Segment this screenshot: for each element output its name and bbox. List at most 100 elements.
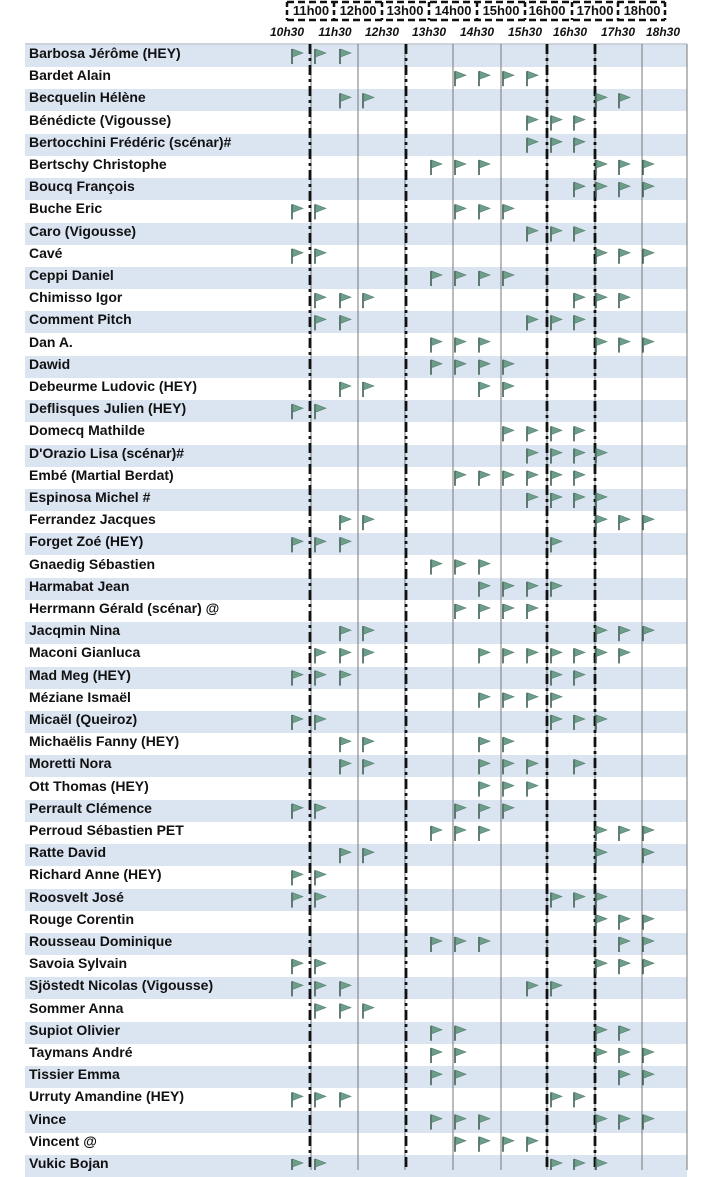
flag-icon (454, 159, 467, 175)
author-name: Roosvelt José (29, 888, 124, 905)
author-name: Dan A. (29, 333, 73, 350)
table-row (25, 489, 687, 511)
flag-icon (618, 248, 631, 264)
flag-icon (526, 137, 539, 153)
flag-icon (550, 470, 563, 486)
table-row (25, 844, 687, 867)
flag-icon (618, 958, 631, 975)
flag-icon (526, 1136, 539, 1152)
flag-icon (595, 159, 608, 175)
author-name: Embé (Martial Berdat) (29, 466, 174, 483)
table-row (25, 400, 687, 423)
flag-icon (362, 514, 375, 531)
table-row (25, 355, 687, 378)
flag-icon (550, 492, 563, 508)
flag-icon (595, 1114, 608, 1130)
flag-icon (478, 337, 491, 353)
table-row (25, 45, 687, 67)
flag-icon (362, 847, 375, 864)
flag-icon (573, 1158, 586, 1170)
flag-icon (526, 425, 539, 442)
author-name: Jacqmin Nina (29, 622, 121, 639)
half-hour-label: 13h30 (411, 25, 447, 39)
flag-icon (573, 137, 586, 153)
flag-icon (526, 647, 539, 664)
flag-icon (454, 470, 467, 486)
table-row (25, 444, 687, 467)
flag-icon (314, 670, 327, 686)
flag-icon (454, 603, 467, 619)
flag-icon (478, 1114, 491, 1130)
author-name: Vincent @ (29, 1132, 97, 1149)
author-name: Domecq Mathilde (29, 422, 145, 439)
flag-icon (595, 514, 608, 531)
flag-icon (362, 758, 375, 775)
flag-icon (595, 492, 608, 508)
flag-icon (314, 248, 327, 264)
flag-icon (291, 892, 304, 908)
half-hour-label: 17h30 (600, 25, 636, 39)
flag-icon (454, 1114, 467, 1130)
flag-icon (339, 670, 352, 686)
flag-icon (642, 936, 655, 952)
flag-icon (502, 803, 515, 819)
flag-icon (573, 758, 586, 775)
flag-icon (478, 359, 491, 375)
flag-icon (291, 1158, 304, 1170)
author-name: Buche Eric (29, 200, 103, 217)
flag-icon (550, 581, 563, 597)
flag-icon (314, 1158, 327, 1170)
flag-icon (618, 92, 631, 109)
author-name: Bertschy Christophe (29, 156, 167, 172)
flag-icon (526, 692, 539, 708)
flag-icon (502, 425, 515, 442)
flag-icon (502, 381, 515, 397)
flag-icon (314, 292, 327, 309)
flag-icon (362, 736, 375, 753)
flag-icon (595, 181, 608, 198)
hour-label: 15h00 (482, 3, 520, 18)
author-name: Vince (29, 1110, 67, 1127)
flag-icon (618, 159, 631, 175)
flag-icon (526, 781, 539, 797)
flag-icon (550, 137, 563, 153)
flag-icon (291, 803, 304, 819)
author-name: Debeurme Ludovic (HEY) (29, 378, 198, 394)
flag-icon (314, 892, 327, 908)
flag-icon (291, 958, 304, 975)
flag-icon (618, 1114, 631, 1130)
flag-icon (573, 181, 586, 198)
half-hour-label: 10h30 (269, 25, 305, 39)
flag-icon (618, 1047, 631, 1063)
table-row (25, 711, 687, 733)
flag-icon (642, 958, 655, 975)
flag-icon (573, 470, 586, 486)
table-row (25, 311, 687, 334)
flag-icon (573, 115, 586, 131)
flag-icon (573, 448, 586, 464)
flag-icon (642, 159, 655, 175)
flag-icon (362, 1003, 375, 1019)
table-row (25, 755, 687, 778)
flag-icon (478, 270, 491, 286)
flag-icon (595, 337, 608, 353)
flag-icon (362, 292, 375, 309)
flag-icon (430, 936, 443, 952)
flag-icon (339, 314, 352, 331)
author-name: Supiot Olivier (29, 1021, 121, 1038)
flag-icon (502, 1136, 515, 1152)
author-name: Moretti Nora (29, 755, 112, 772)
flag-icon (478, 647, 491, 664)
flag-icon (339, 980, 352, 997)
table-row (25, 178, 687, 201)
flag-icon (291, 869, 304, 886)
flag-icon (339, 625, 352, 642)
half-hour-label: 11h30 (318, 25, 352, 39)
flag-icon (291, 48, 304, 64)
flag-icon (502, 758, 515, 775)
flag-icon (339, 48, 352, 64)
flag-icon (573, 647, 586, 664)
author-name: Chimisso Igor (29, 289, 123, 306)
